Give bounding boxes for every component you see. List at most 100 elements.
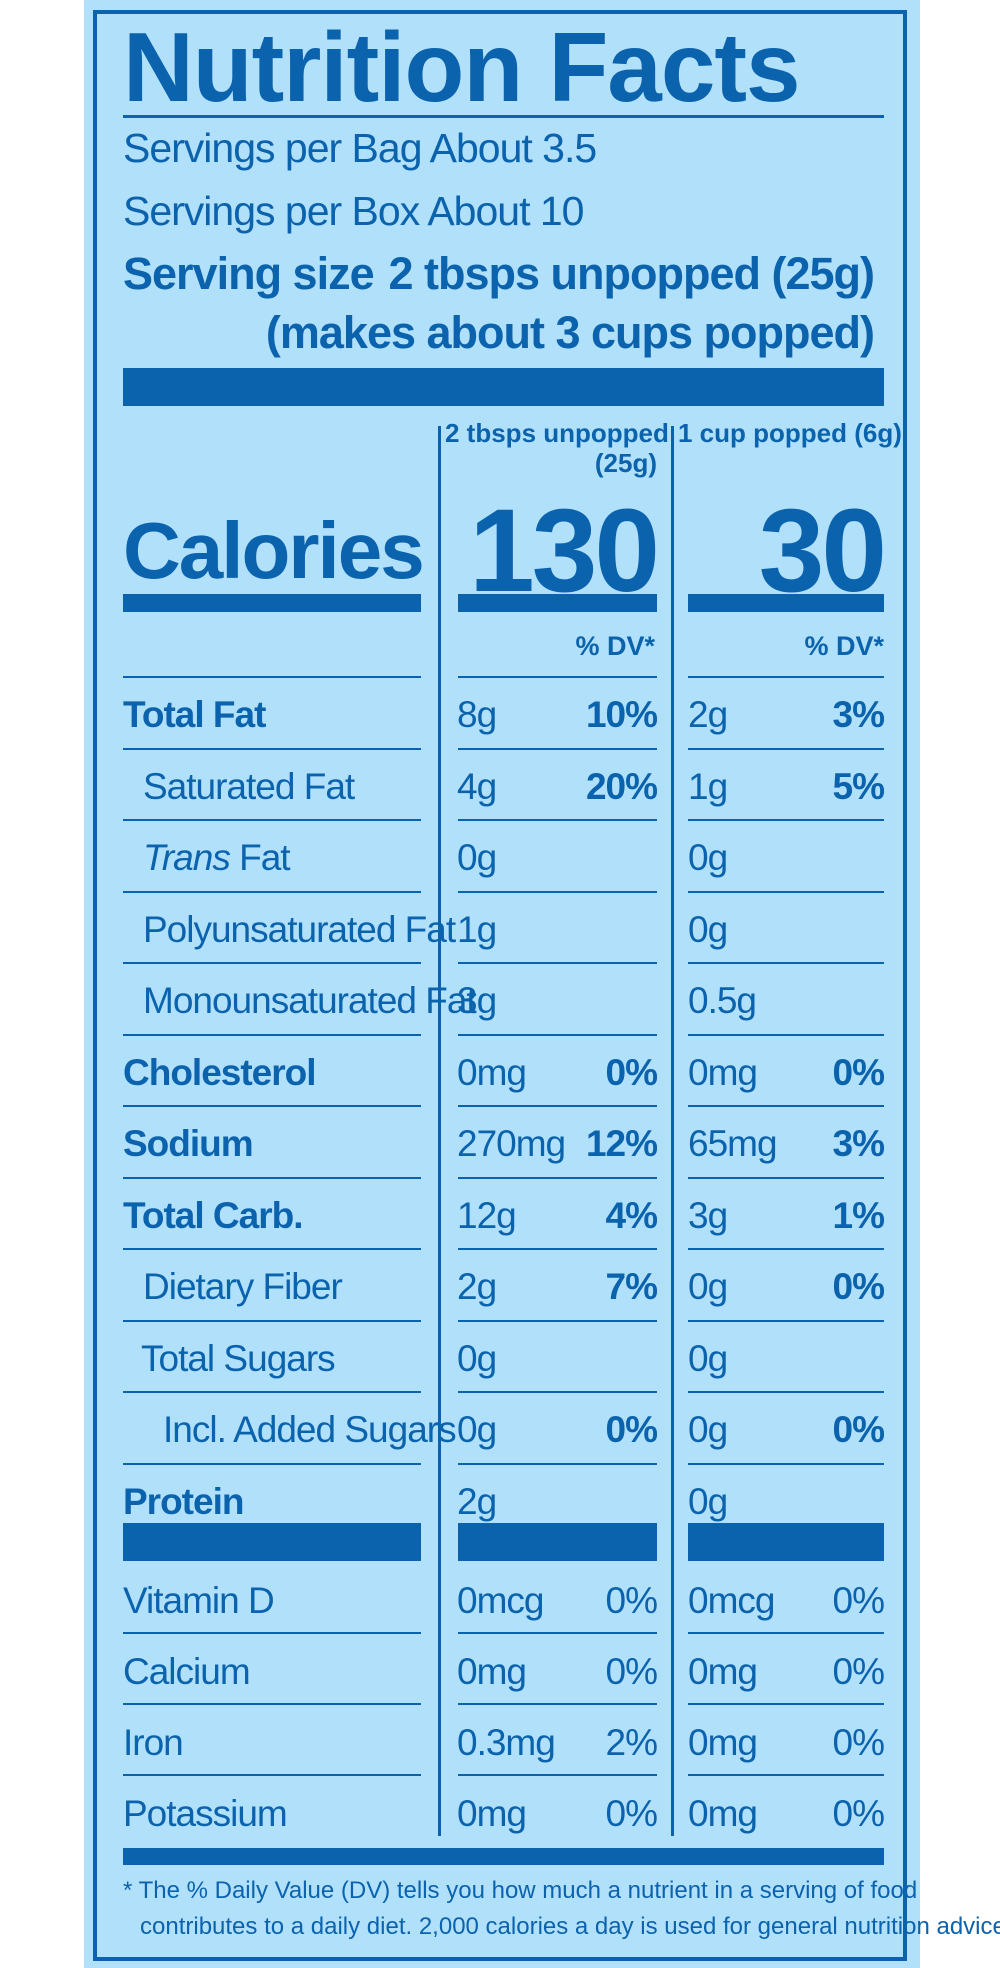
- row-rule: [688, 1703, 884, 1705]
- column2-amount: 0g: [688, 1480, 728, 1522]
- column2-percent-dv: 0%: [832, 1651, 885, 1692]
- nutrient-label: Trans Fat: [143, 837, 291, 878]
- nutrient-label: Total Carb.: [123, 1197, 303, 1234]
- nutrient-label-italic: Trans: [143, 837, 231, 878]
- column1-amount: 12g: [457, 1194, 517, 1236]
- row-rule: [688, 1319, 884, 1322]
- nutrient-label: Sodium: [123, 1123, 254, 1164]
- row-rule: [688, 676, 884, 678]
- vitamin-separator-bar: [123, 1523, 421, 1561]
- column-divider-1: [438, 426, 441, 1836]
- column2-header: 1 cup popped (6g): [678, 418, 902, 448]
- column1-header-line2: (25g): [594, 448, 657, 478]
- column1-percent-dv: 4%: [605, 1194, 658, 1236]
- row-rule: [688, 747, 884, 750]
- row-rule: [458, 1033, 657, 1036]
- column2-amount: 0g: [688, 1337, 728, 1379]
- column2-amount: 0g: [688, 1266, 728, 1307]
- column1-amount: 3g: [457, 980, 497, 1021]
- column1-percent-dv: 7%: [605, 1266, 658, 1307]
- row-rule: [123, 1703, 421, 1705]
- row-rule: [458, 1703, 657, 1705]
- column1-percent-dv: 0%: [605, 1793, 658, 1834]
- row-rule: [123, 1033, 421, 1036]
- calories-rule-mid: [458, 594, 657, 612]
- row-rule: [688, 962, 884, 964]
- column1-amount: 0mcg: [457, 1580, 544, 1621]
- calories-rule-left: [123, 594, 421, 612]
- column2-amount: 0mcg: [688, 1580, 775, 1621]
- column2-amount: 1g: [688, 765, 728, 807]
- nutrient-label: Cholesterol: [123, 1051, 317, 1093]
- row-rule: [688, 819, 884, 821]
- label-background: [84, 0, 920, 1968]
- serving-size-value: 2 tbsps unpopped (25g): [388, 248, 875, 299]
- column2-percent-dv: 0%: [832, 1051, 885, 1093]
- column2-amount: 0mg: [688, 1793, 758, 1834]
- row-rule: [458, 1176, 657, 1179]
- row-rule: [458, 819, 657, 821]
- nutrient-label-text: Protein: [123, 1480, 244, 1522]
- nutrient-label: Total Fat: [123, 694, 266, 735]
- row-rule: [458, 962, 657, 964]
- row-rule: [688, 1248, 884, 1250]
- row-rule: [123, 962, 421, 964]
- row-rule: [458, 1462, 657, 1465]
- row-rule: [688, 890, 884, 893]
- nutrient-label-text: Monounsaturated Fat: [143, 980, 477, 1021]
- calories-column1: 130: [469, 485, 660, 617]
- column1-percent-dv: 0%: [605, 1580, 658, 1621]
- nutrient-label-text: Total Carb.: [123, 1194, 303, 1236]
- dv-header-column2: % DV*: [804, 631, 884, 661]
- nutrient-label-text: Total Fat: [123, 694, 266, 735]
- label-border: [93, 10, 907, 1961]
- row-rule: [123, 1105, 421, 1107]
- calories-rule-right: [688, 594, 884, 612]
- nutrition-facts-title: Nutrition Facts: [123, 12, 800, 122]
- column1-amount: 2g: [457, 1480, 497, 1522]
- column1-percent-dv: 10%: [585, 694, 658, 735]
- row-rule: [458, 1391, 657, 1393]
- column2-amount: 0g: [688, 837, 728, 878]
- vitamin-separator-bar: [458, 1523, 657, 1561]
- column1-amount: 8g: [457, 694, 497, 735]
- column1-percent-dv: 12%: [585, 1123, 658, 1164]
- nutrient-label-text: Sodium: [123, 1123, 254, 1164]
- nutrient-label-text: Dietary Fiber: [143, 1266, 343, 1307]
- nutrient-label: Polyunsaturated Fat: [143, 908, 456, 950]
- thick-bar-bottom: [123, 1848, 884, 1865]
- serving-size-label: Serving size: [123, 248, 375, 299]
- column1-amount: 0mg: [457, 1651, 527, 1692]
- column2-amount: 0.5g: [688, 980, 757, 1021]
- row-rule: [123, 1248, 421, 1250]
- row-rule: [123, 1391, 421, 1393]
- column1-amount: 0g: [457, 1337, 497, 1379]
- row-rule: [688, 1105, 884, 1107]
- row-rule: [688, 1462, 884, 1465]
- row-rule: [123, 1176, 421, 1179]
- nutrient-label-text: Polyunsaturated Fat: [143, 908, 456, 950]
- vitamin-label: Calcium: [123, 1651, 251, 1692]
- nutrient-label: Total Sugars: [141, 1340, 336, 1377]
- column2-percent-dv: 0%: [832, 1580, 885, 1621]
- row-rule: [458, 1248, 657, 1250]
- column2-percent-dv: 3%: [832, 1123, 885, 1164]
- column1-amount: 0mg: [457, 1051, 527, 1093]
- column2-percent-dv: 0%: [832, 1722, 885, 1763]
- column1-percent-dv: 0%: [605, 1409, 658, 1450]
- title-rule: [123, 115, 884, 118]
- calories-column2: 30: [758, 485, 887, 617]
- row-rule: [123, 819, 421, 821]
- row-rule: [458, 1105, 657, 1107]
- row-rule: [688, 1632, 884, 1634]
- serving-size-note: (makes about 3 cups popped): [265, 307, 875, 358]
- column1-amount: 1g: [457, 908, 497, 950]
- row-rule: [688, 1774, 884, 1776]
- column2-percent-dv: 0%: [832, 1409, 885, 1450]
- row-rule: [123, 747, 421, 750]
- column-divider-2: [671, 426, 674, 1836]
- column1-amount: 0g: [457, 837, 497, 878]
- row-rule: [123, 1632, 421, 1634]
- nutrient-label-text: Cholesterol: [123, 1051, 317, 1093]
- column2-percent-dv: 5%: [832, 765, 885, 807]
